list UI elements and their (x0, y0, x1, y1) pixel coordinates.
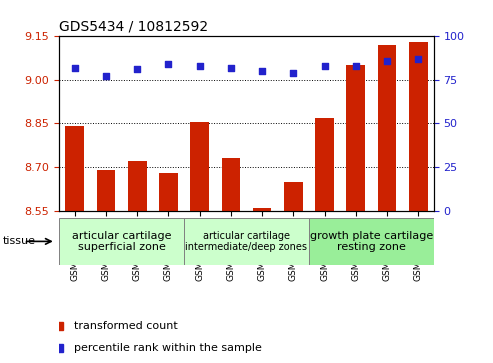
Text: GDS5434 / 10812592: GDS5434 / 10812592 (59, 20, 208, 34)
Text: tissue: tissue (2, 236, 35, 246)
Text: growth plate cartilage
resting zone: growth plate cartilage resting zone (310, 231, 433, 252)
Bar (190, 122, 209, 211)
Bar (409, 42, 427, 211)
Point (352, 63, 360, 69)
Bar (97, 170, 115, 211)
Point (196, 63, 204, 69)
Bar (59, 218, 184, 265)
Bar (253, 208, 272, 211)
Bar (378, 45, 396, 211)
Bar (128, 161, 146, 211)
Bar (184, 218, 309, 265)
Bar (284, 182, 303, 211)
Bar (221, 158, 240, 211)
Bar (159, 173, 178, 211)
Point (289, 70, 297, 76)
Point (133, 66, 141, 72)
Text: articular cartilage
intermediate/deep zones: articular cartilage intermediate/deep zo… (185, 231, 308, 252)
Point (258, 68, 266, 74)
Point (414, 56, 422, 62)
Text: transformed count: transformed count (74, 321, 178, 331)
Point (165, 61, 173, 67)
Point (320, 63, 328, 69)
Bar (315, 118, 334, 211)
Text: percentile rank within the sample: percentile rank within the sample (74, 343, 262, 352)
Bar (347, 65, 365, 211)
Bar (66, 126, 84, 211)
Point (227, 65, 235, 70)
Bar (309, 218, 434, 265)
Point (383, 58, 391, 64)
Text: articular cartilage
superficial zone: articular cartilage superficial zone (72, 231, 172, 252)
Point (71, 65, 79, 70)
Point (102, 73, 110, 79)
